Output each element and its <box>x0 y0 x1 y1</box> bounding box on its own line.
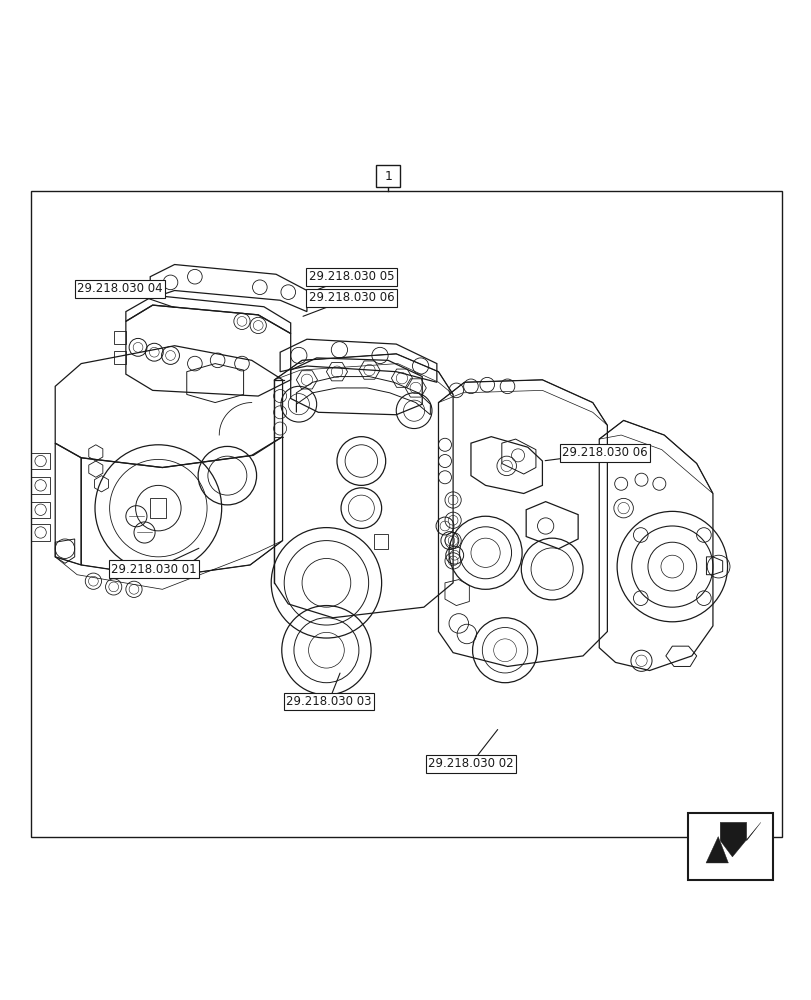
Text: 29.218.030 06: 29.218.030 06 <box>308 291 394 304</box>
Text: 1: 1 <box>384 170 392 183</box>
Text: 29.218.030 04: 29.218.030 04 <box>77 282 163 295</box>
Text: 29.218.030 01: 29.218.030 01 <box>111 563 197 576</box>
FancyBboxPatch shape <box>375 165 400 187</box>
Text: 29.218.030 03: 29.218.030 03 <box>285 695 371 708</box>
Polygon shape <box>705 837 727 863</box>
Text: 29.218.030 02: 29.218.030 02 <box>427 757 513 770</box>
Text: 29.218.030 06: 29.218.030 06 <box>561 446 647 459</box>
Text: 29.218.030 05: 29.218.030 05 <box>308 270 394 283</box>
Polygon shape <box>719 822 760 857</box>
FancyBboxPatch shape <box>687 813 772 880</box>
